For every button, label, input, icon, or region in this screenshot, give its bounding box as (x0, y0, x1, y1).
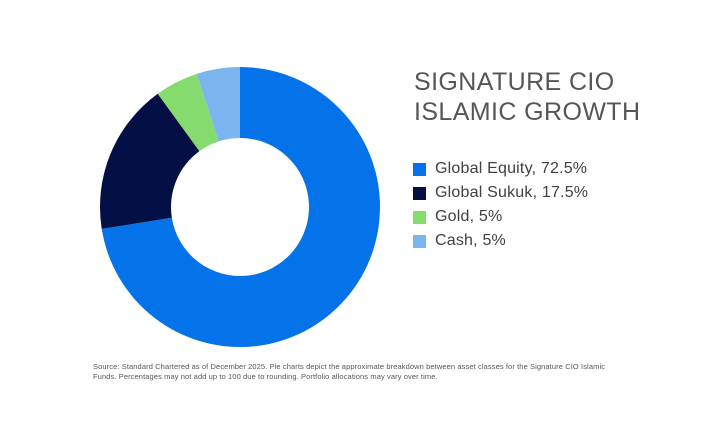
donut-chart (99, 67, 380, 347)
legend-swatch-icon (413, 234, 426, 248)
legend-label-gold: Gold, 5% (435, 208, 503, 225)
chart-legend: Global Equity, 72.5% Global Sukuk, 17.5% G… (413, 157, 588, 253)
legend-label-cash: Cash, 5% (435, 232, 506, 249)
legend-swatch-icon (413, 210, 426, 224)
source-note-line1: Source: Standard Chartered as of Decembe… (93, 362, 606, 371)
legend-swatch-icon (413, 186, 426, 200)
legend-item-global-equity: Global Equity, 72.5% (413, 157, 588, 181)
legend-swatch-icon (413, 162, 426, 176)
legend-label-global-sukuk: Global Sukuk, 17.5% (435, 184, 589, 201)
legend-item-gold: Gold, 5% (413, 205, 588, 229)
source-note-line2: Funds. Percentages may not add up to 100… (93, 372, 438, 381)
source-note: Source: Standard Chartered as of Decembe… (93, 362, 605, 382)
chart-title-line1: SIGNATURE CIO (414, 68, 615, 96)
chart-title-line2: ISLAMIC GROWTH (414, 98, 641, 126)
donut-slice-cash (196, 67, 240, 142)
donut-slice-gold (157, 73, 219, 152)
legend-label-global-equity: Global Equity, 72.5% (435, 160, 588, 177)
legend-item-cash: Cash, 5% (413, 229, 588, 253)
legend-item-global-sukuk: Global Sukuk, 17.5% (413, 181, 588, 205)
donut-slice-global-equity (101, 67, 380, 347)
chart-title: SIGNATURE CIO ISLAMIC GROWTH (414, 67, 640, 127)
donut-slice-global-sukuk (99, 93, 200, 229)
